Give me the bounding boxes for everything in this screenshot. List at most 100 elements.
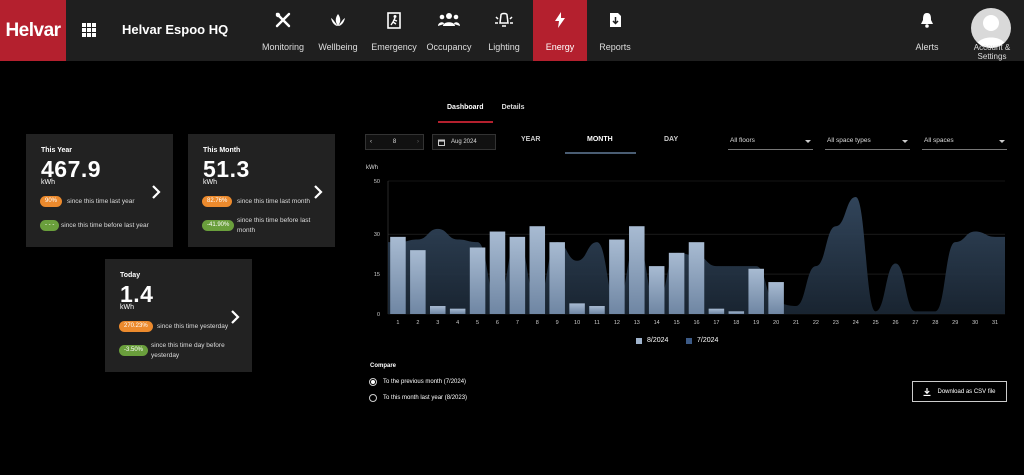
legend-label: 8/2024 [647, 337, 669, 344]
change-badge: 90% [40, 196, 63, 207]
x-tick-label: 14 [654, 320, 660, 326]
x-tick-label: 19 [753, 320, 759, 326]
x-tick-label: 29 [952, 320, 958, 326]
bar-8-2024 [768, 282, 784, 314]
nav-occupancy[interactable]: Occupancy [424, 0, 474, 61]
card-this-month[interactable]: This Month 51.3 kWh 82.76% since this ti… [188, 134, 335, 247]
change-note: since this time last month [237, 198, 310, 205]
light-icon [495, 12, 513, 27]
helvar-logo[interactable]: Helvar [0, 0, 66, 61]
x-tick-label: 28 [932, 320, 938, 326]
select-value: All spaces [924, 137, 954, 144]
chevron-right-icon[interactable]: › [417, 139, 419, 145]
x-tick-label: 30 [972, 320, 978, 326]
calendar-icon [438, 139, 445, 146]
card-value: 467.9 [41, 156, 102, 182]
account-settings-label[interactable]: Account & Settings [973, 43, 1011, 61]
nav-wellbeing[interactable]: Wellbeing [314, 0, 362, 61]
tab-dashboard[interactable]: Dashboard [438, 100, 493, 123]
x-tick-label: 31 [992, 320, 998, 326]
radio-label: To this month last year (8/2023) [383, 395, 468, 401]
radio-selected[interactable] [369, 378, 377, 386]
nav-label: Lighting [488, 42, 520, 52]
change-note: since this time before last month [237, 217, 311, 234]
bar-8-2024 [708, 308, 725, 314]
bell-icon [921, 13, 933, 28]
card-title: Today [120, 272, 141, 279]
bar-8-2024 [748, 268, 764, 314]
x-tick-label: 22 [813, 320, 819, 326]
nav-monitoring[interactable]: Monitoring [258, 0, 308, 61]
period-month[interactable]: MONTH [587, 136, 613, 143]
app-grid-icon[interactable] [82, 23, 96, 37]
floor-select[interactable]: All floors [728, 137, 813, 150]
card-this-year[interactable]: This Year 467.9 kWh 90% since this time … [26, 134, 173, 247]
chevron-right-icon[interactable] [151, 184, 161, 200]
alerts-button[interactable]: Alerts [906, 0, 948, 61]
card-unit: kWh [203, 179, 217, 186]
radio-unselected[interactable] [369, 394, 377, 402]
lotus-icon [331, 14, 345, 26]
space-type-select[interactable]: All space types [825, 137, 910, 150]
x-tick-label: 13 [634, 320, 640, 326]
stepper-value[interactable]: 8 [392, 139, 397, 145]
period-year[interactable]: YEAR [521, 136, 541, 143]
bar-8-2024 [589, 306, 605, 314]
x-tick-label: 23 [833, 320, 839, 326]
chevron-right-icon[interactable] [313, 184, 323, 200]
card-value: 1.4 [120, 281, 154, 307]
top-bar: Helvar Helvar Espoo HQ Monitoring Wellbe… [0, 0, 1024, 61]
period-day[interactable]: DAY [664, 136, 679, 143]
nav-reports[interactable]: Reports [592, 0, 638, 61]
avatar[interactable] [971, 8, 1011, 48]
bar-8-2024 [668, 252, 685, 314]
bar-8-2024 [529, 226, 546, 314]
bar-8-2024 [489, 231, 506, 314]
period-underline [565, 152, 636, 154]
bar-8-2024 [569, 303, 585, 314]
x-tick-label: 8 [536, 320, 539, 326]
card-title: This Year [41, 147, 73, 154]
compare-previous-month[interactable]: To the previous month (7/2024) [369, 378, 466, 386]
bar-8-2024 [469, 247, 486, 314]
user-icon [975, 15, 1007, 48]
nav-lighting[interactable]: Lighting [480, 0, 528, 61]
bar-8-2024 [390, 236, 406, 314]
x-tick-label: 3 [436, 320, 439, 326]
month-stepper[interactable]: ‹ 8 › [365, 134, 424, 150]
x-tick-label: 27 [912, 320, 918, 326]
caret-down-icon [999, 140, 1005, 143]
x-tick-label: 15 [674, 320, 680, 326]
card-today[interactable]: Today 1.4 kWh 270.23% since this time ye… [105, 259, 252, 372]
nav-energy[interactable]: Energy [533, 0, 587, 61]
space-select[interactable]: All spaces [922, 137, 1007, 150]
change-note: since this time before last year [61, 222, 149, 229]
legend-item-current[interactable]: 8/2024 [636, 337, 668, 344]
tab-details[interactable]: Details [501, 104, 525, 111]
change-badge: - - - [40, 220, 60, 231]
x-tick-label: 18 [733, 320, 739, 326]
view-tabs: Dashboard Details [438, 100, 534, 123]
date-value: Aug 2024 [451, 139, 477, 145]
legend-swatch [686, 337, 692, 344]
chevron-right-icon[interactable] [230, 309, 240, 325]
people-icon [438, 13, 460, 26]
site-name[interactable]: Helvar Espoo HQ [122, 22, 229, 37]
y-tick-label: 30 [374, 232, 380, 238]
x-tick-label: 20 [773, 320, 779, 326]
compare-last-year[interactable]: To this month last year (8/2023) [369, 394, 467, 402]
bar-8-2024 [429, 306, 446, 314]
nav-emergency[interactable]: Emergency [368, 0, 420, 61]
y-axis-label: kWh [366, 165, 378, 171]
chevron-left-icon[interactable]: ‹ [370, 139, 372, 145]
tools-icon [275, 12, 291, 28]
download-csv-button[interactable]: Download as CSV file [912, 381, 1007, 402]
date-picker[interactable]: Aug 2024 [432, 134, 496, 150]
card-title: This Month [203, 147, 241, 154]
nav-label: Reports [599, 42, 631, 52]
change-note: since this time yesterday [157, 323, 229, 330]
legend-item-previous[interactable]: 7/2024 [686, 337, 718, 344]
area-series-7-2024 [388, 196, 1005, 314]
caret-down-icon [805, 140, 811, 143]
